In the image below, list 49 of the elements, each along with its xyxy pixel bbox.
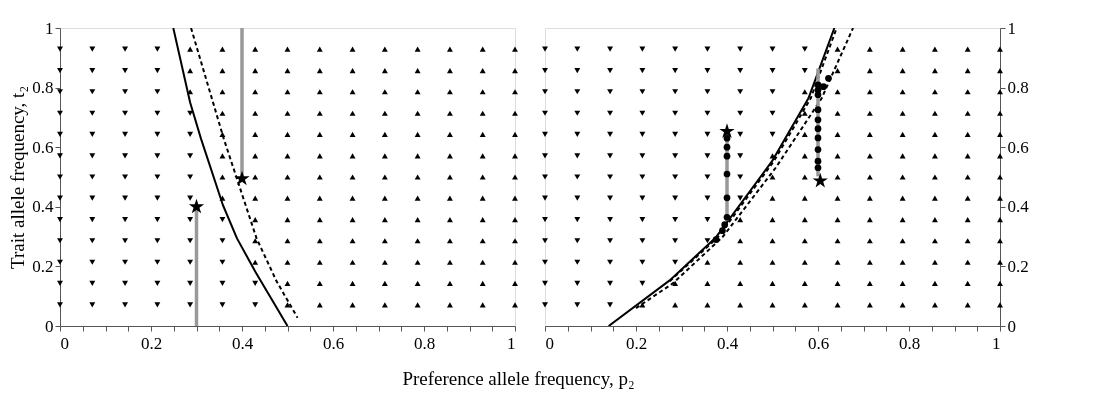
- point: [814, 146, 822, 153]
- point: [723, 143, 731, 151]
- x-tick-label: 0.6: [322, 333, 345, 353]
- point: [814, 106, 822, 113]
- x-tick-label: 0.6: [807, 333, 830, 353]
- point: [721, 221, 729, 229]
- x-tick-label: 0.2: [625, 333, 648, 353]
- y-tick-label: 0.4: [32, 197, 54, 217]
- point: [814, 81, 822, 89]
- point: [814, 134, 822, 142]
- point: [719, 227, 726, 234]
- x-tick-label: 0.2: [140, 333, 163, 353]
- point: [712, 236, 720, 243]
- x-axis-title: Preference allele frequency, p₂: [402, 367, 635, 389]
- point: [723, 194, 731, 202]
- x-tick-label: 0: [545, 333, 554, 353]
- x-tick-label: 0.8: [898, 333, 921, 353]
- point: [719, 123, 735, 138]
- point: [723, 152, 731, 160]
- x-tick-label: 0: [60, 333, 69, 353]
- line-series: [172, 28, 289, 326]
- point: [820, 83, 827, 91]
- y-tick-label: 0.4: [1007, 197, 1030, 217]
- y-tick-label: 0.8: [1007, 78, 1029, 98]
- point: [814, 125, 822, 133]
- x-tick-label: 0.4: [231, 333, 254, 353]
- y-tick-label: 1: [45, 18, 54, 38]
- x-tick-label: 0.8: [413, 333, 436, 353]
- y-tick-label: 0.6: [32, 137, 54, 157]
- y-tick-label: 0: [45, 316, 54, 336]
- point: [814, 116, 822, 124]
- y-tick-label: 0: [1007, 316, 1016, 336]
- y-tick-label: 0.2: [32, 256, 54, 276]
- y-tick-label: 0.8: [32, 78, 54, 98]
- y-tick-label: 0.6: [1007, 137, 1029, 157]
- y-axis-title: Trait allele frequency, t₂: [7, 85, 29, 270]
- point: [723, 134, 731, 142]
- point: [812, 172, 828, 188]
- line-series: [190, 28, 299, 319]
- x-tick-label: 0.4: [716, 333, 739, 353]
- point: [723, 170, 731, 178]
- point: [825, 75, 832, 82]
- y-tick-label: 1: [1007, 18, 1016, 38]
- y-tick-label: 0.2: [1007, 256, 1029, 276]
- x-tick-label: 1: [992, 333, 1001, 353]
- point: [723, 213, 731, 221]
- point: [814, 157, 822, 165]
- x-tick-label: 1: [507, 333, 516, 353]
- point: [814, 164, 822, 172]
